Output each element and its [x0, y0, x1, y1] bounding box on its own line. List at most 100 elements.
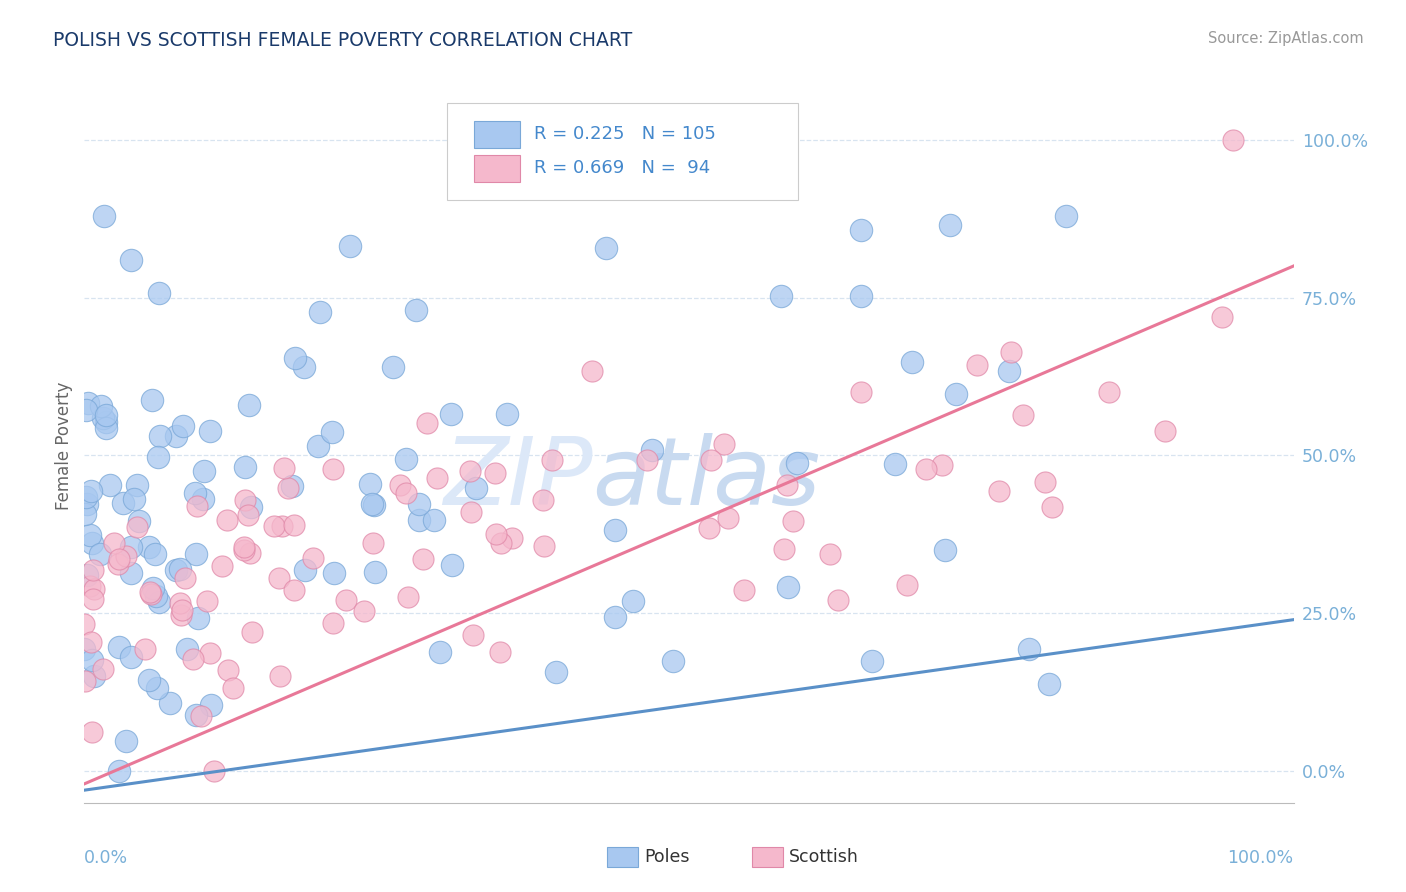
Point	[170, 608, 193, 623]
Point	[239, 546, 262, 560]
Point	[884, 458, 907, 472]
Point	[148, 286, 170, 301]
Point	[364, 565, 387, 579]
Point	[174, 571, 197, 585]
Point	[353, 603, 375, 617]
Point	[103, 536, 125, 550]
Point	[301, 551, 323, 566]
Point	[138, 673, 160, 687]
Point	[966, 358, 988, 372]
Point	[485, 527, 508, 541]
Point	[80, 536, 103, 550]
Point	[83, 669, 105, 683]
Point	[149, 429, 172, 443]
Point	[307, 439, 329, 453]
Point	[108, 640, 131, 654]
Point	[172, 419, 194, 434]
Point	[382, 359, 405, 374]
Text: 0.0%: 0.0%	[84, 849, 128, 867]
Point	[198, 424, 221, 438]
Point	[603, 610, 626, 624]
Point	[94, 415, 117, 429]
Point	[776, 580, 799, 594]
Point	[96, 408, 118, 422]
Point	[127, 477, 149, 491]
Point	[662, 654, 685, 668]
Point	[148, 450, 170, 464]
Point	[339, 239, 361, 253]
Point	[263, 519, 285, 533]
Point	[235, 493, 257, 508]
Point	[699, 452, 721, 467]
Point	[96, 421, 118, 435]
Point	[546, 665, 568, 680]
Point	[495, 407, 517, 421]
FancyBboxPatch shape	[474, 155, 520, 182]
Point	[284, 351, 307, 365]
Point	[461, 627, 484, 641]
Point	[1211, 310, 1233, 324]
Point	[80, 724, 103, 739]
Point	[1098, 384, 1121, 399]
Point	[108, 764, 131, 779]
Point	[697, 521, 720, 535]
Text: R = 0.225   N = 105: R = 0.225 N = 105	[534, 125, 716, 143]
Point	[595, 241, 617, 255]
Point	[896, 578, 918, 592]
Point	[165, 428, 187, 442]
Point	[621, 593, 644, 607]
Point	[458, 464, 481, 478]
Point	[184, 708, 207, 723]
Point	[122, 491, 145, 506]
Point	[120, 541, 142, 555]
Point	[396, 590, 419, 604]
Point	[1018, 642, 1040, 657]
Point	[782, 514, 804, 528]
Point	[997, 364, 1019, 378]
Point	[240, 500, 263, 515]
Point	[233, 459, 256, 474]
Point	[238, 508, 260, 522]
Point	[439, 408, 461, 422]
Y-axis label: Female Poverty: Female Poverty	[55, 382, 73, 510]
Point	[139, 587, 162, 601]
Point	[717, 511, 740, 525]
Point	[405, 303, 427, 318]
Point	[294, 563, 316, 577]
Point	[309, 304, 332, 318]
Point	[120, 566, 142, 580]
Point	[139, 585, 162, 599]
Point	[335, 593, 357, 607]
Point	[408, 497, 430, 511]
Point	[142, 582, 165, 596]
Point	[191, 491, 214, 506]
Point	[1222, 133, 1244, 147]
Point	[270, 519, 292, 533]
Point	[240, 624, 263, 639]
Point	[79, 483, 101, 498]
Text: atlas: atlas	[592, 433, 821, 524]
Text: POLISH VS SCOTTISH FEMALE POVERTY CORRELATION CHART: POLISH VS SCOTTISH FEMALE POVERTY CORREL…	[53, 31, 633, 50]
Point	[176, 641, 198, 656]
Point	[76, 497, 98, 511]
Point	[359, 477, 381, 491]
Text: ZIP: ZIP	[443, 433, 592, 524]
Point	[204, 764, 226, 779]
Text: 100.0%: 100.0%	[1227, 849, 1294, 867]
Point	[321, 425, 343, 439]
Point	[1000, 344, 1022, 359]
Point	[195, 593, 218, 607]
FancyBboxPatch shape	[474, 120, 520, 148]
Point	[776, 478, 799, 492]
Point	[75, 403, 97, 417]
Point	[581, 364, 603, 378]
Point	[107, 557, 129, 571]
Point	[120, 649, 142, 664]
Point	[283, 583, 305, 598]
Point	[429, 645, 451, 659]
Point	[1054, 209, 1077, 223]
Point	[89, 547, 111, 561]
Text: Source: ZipAtlas.com: Source: ZipAtlas.com	[1208, 31, 1364, 46]
Point	[531, 493, 554, 508]
Point	[90, 400, 112, 414]
